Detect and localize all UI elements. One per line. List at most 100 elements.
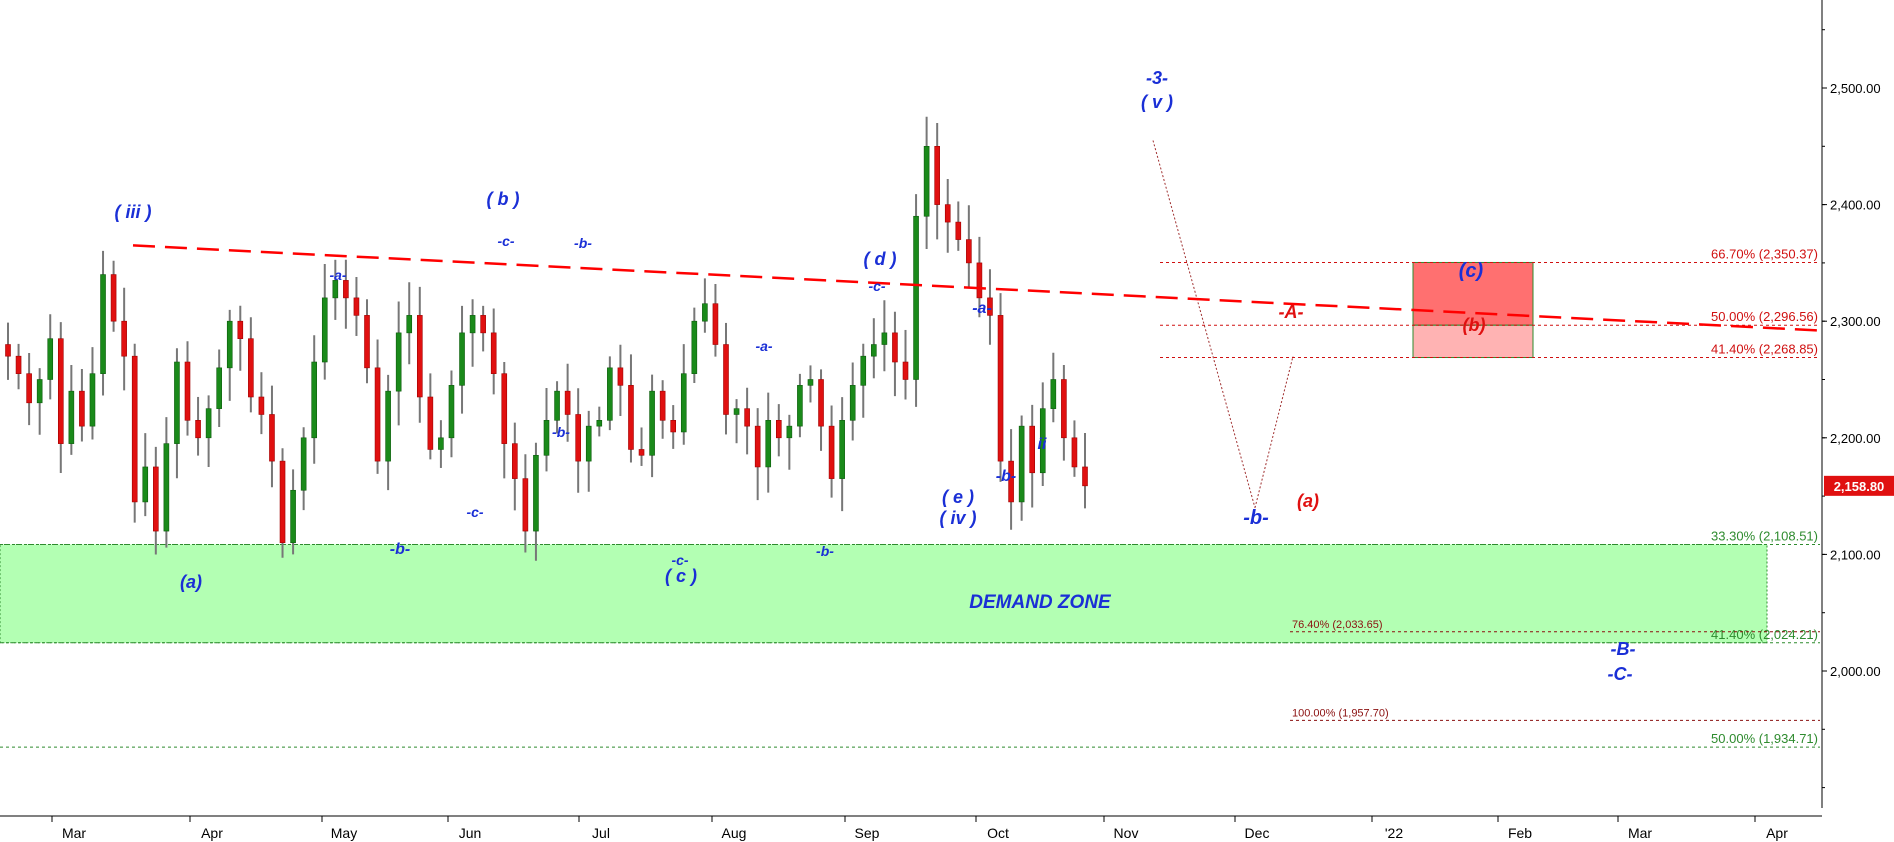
fib-level-label: 66.70% (2,350.37)	[1711, 246, 1818, 261]
y-tick-label: 2,400.00	[1830, 198, 1881, 213]
candle-body	[279, 460, 286, 544]
candle-body	[1039, 408, 1046, 474]
wave-label: ii	[1038, 436, 1047, 453]
candle-body	[142, 466, 149, 503]
zones-layer: DEMAND ZONE	[0, 261, 1768, 644]
candle-body	[987, 297, 993, 316]
wave-a-connector	[1152, 140, 1256, 508]
candle-body	[26, 373, 32, 404]
candle-body	[459, 332, 465, 386]
candle-body	[57, 338, 64, 444]
x-tick-label: Nov	[1114, 825, 1139, 841]
candle-body	[712, 303, 719, 345]
fib-levels-layer: 66.70% (2,350.37) 50.00% (2,296.56) 41.40%…	[0, 246, 1820, 748]
x-tick-label: Mar	[1628, 825, 1652, 841]
candle-body	[797, 385, 803, 427]
candle-body	[321, 297, 328, 363]
wave-label: -c-	[671, 552, 688, 568]
candle-body	[311, 361, 318, 439]
candle-body	[744, 408, 750, 427]
candle-body	[353, 297, 360, 316]
candle-body	[364, 315, 370, 369]
candle-body	[343, 280, 349, 299]
wave-label: (a)	[180, 572, 202, 592]
candle-body	[564, 390, 571, 415]
candle-body	[195, 420, 201, 439]
candle-body	[670, 420, 677, 433]
x-tick-label: Jul	[592, 825, 610, 841]
x-tick-label: Sep	[855, 825, 880, 841]
resistance-trendline	[132, 244, 1821, 332]
candle-body	[659, 390, 666, 421]
candle-body	[691, 320, 698, 374]
wave-label: -b-	[552, 424, 570, 440]
candle-body	[818, 379, 824, 427]
candle-body	[628, 385, 634, 450]
wave-label: ( iv )	[939, 508, 976, 528]
candle-body	[934, 146, 940, 205]
candle-body	[585, 425, 592, 462]
fib-level-label: 41.40% (2,024.21)	[1711, 627, 1818, 642]
candle-body	[733, 408, 740, 415]
x-tick-label: Mar	[62, 825, 86, 841]
candle-body	[36, 379, 43, 404]
candle-body	[607, 367, 613, 421]
x-tick-label: Apr	[201, 825, 223, 841]
candle-body	[860, 355, 867, 386]
candle-body	[448, 385, 455, 439]
x-axis: Mar Apr May Jun Jul Aug Sep Oct Nov Dec '22 Feb Mar A…	[0, 815, 1822, 841]
wave-label: ( iii )	[115, 202, 152, 222]
candle-body	[649, 390, 655, 456]
fib-level-label: 76.40% (2,033.65)	[1292, 619, 1383, 631]
candle-body	[786, 425, 793, 439]
wave-label: -c-	[868, 278, 885, 294]
x-tick-label: '22	[1385, 825, 1403, 841]
wave-label: -b-	[390, 541, 410, 558]
last-price-tag	[1824, 475, 1894, 496]
candle-body	[121, 320, 127, 357]
wave-label: -b-	[1243, 507, 1269, 529]
fib-level-label: 50.00% (2,296.56)	[1711, 309, 1818, 324]
wave-label: ( v )	[1141, 92, 1173, 112]
candle-body	[300, 437, 307, 491]
candle-body	[997, 315, 1004, 462]
candle-body	[110, 274, 117, 322]
candle-body	[501, 373, 508, 444]
candle-body	[976, 262, 983, 299]
fib-level-label: 33.30% (2,108.51)	[1711, 528, 1818, 543]
wave-label: -b-	[816, 543, 834, 559]
candle-body	[395, 332, 402, 392]
wave-label: -a-	[972, 300, 992, 317]
demand-zone-label: DEMAND ZONE	[969, 592, 1112, 613]
candle-body	[237, 320, 244, 339]
trendline-layer	[132, 244, 1821, 332]
candle-body	[100, 274, 106, 374]
candle-body	[15, 355, 22, 374]
wave-label: (c)	[1459, 260, 1484, 282]
candle-body	[944, 204, 951, 223]
candle-body	[913, 215, 919, 380]
wave-label: -C-	[1608, 664, 1633, 684]
x-tick-label: Jun	[459, 825, 482, 841]
candle-body	[131, 355, 138, 503]
candle-body	[480, 315, 486, 334]
candle-body	[469, 315, 476, 334]
candle-body	[1029, 425, 1036, 474]
x-tick-label: Feb	[1508, 825, 1532, 841]
candle-body	[881, 332, 888, 345]
candle-body	[638, 449, 645, 456]
wave-label: -3-	[1146, 68, 1168, 88]
candle-body	[1050, 379, 1057, 409]
x-tick-label: Oct	[987, 825, 1009, 841]
candle-body	[955, 221, 962, 240]
x-tick-label: Apr	[1766, 825, 1788, 841]
candle-body	[5, 344, 11, 357]
wave-label: -A-	[1279, 302, 1304, 322]
candle-body	[1061, 379, 1067, 439]
candle-body	[269, 414, 275, 462]
candle-body	[892, 332, 898, 363]
y-tick-label: 2,200.00	[1830, 431, 1881, 446]
x-tick-label: May	[331, 825, 357, 841]
candle-body	[807, 379, 814, 386]
